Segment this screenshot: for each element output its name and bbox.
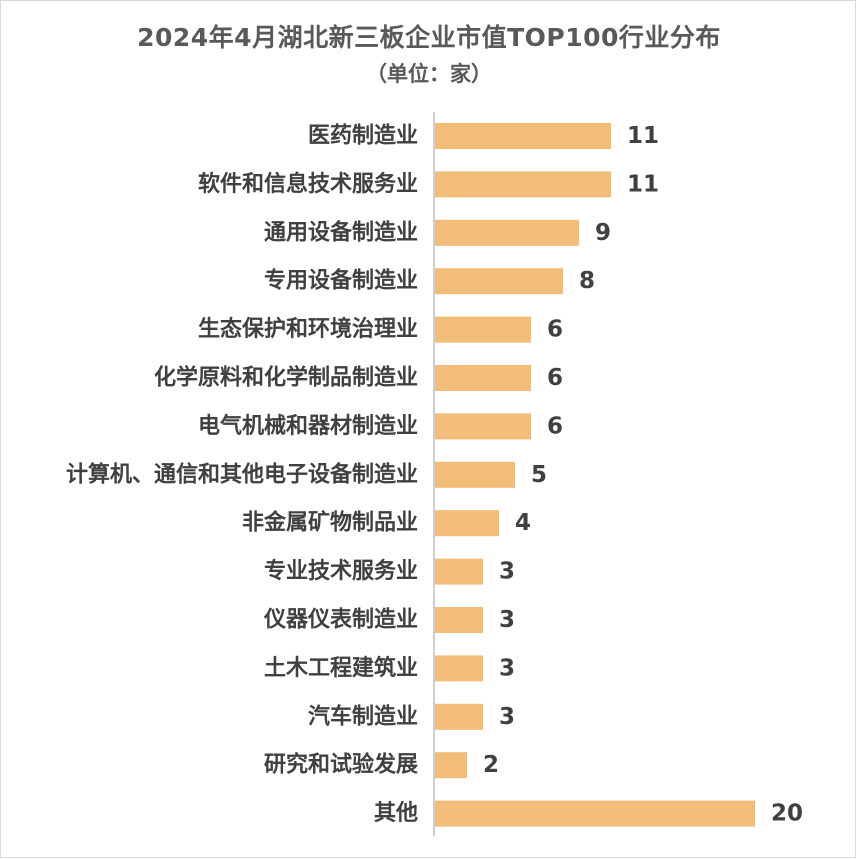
bar (435, 510, 499, 537)
category-label: 计算机、通信和其他电子设备制造业 (66, 461, 418, 487)
bar (435, 800, 755, 827)
category-label: 通用设备制造业 (264, 219, 418, 245)
bar (435, 607, 483, 633)
bar (435, 655, 483, 682)
value-label: 6 (547, 317, 563, 343)
chart-title: 2024年4月湖北新三板企业市值TOP100行业分布 (137, 23, 721, 52)
category-label: 电气机械和器材制造业 (198, 413, 418, 439)
bar (435, 752, 467, 779)
bar (435, 316, 531, 343)
value-label: 5 (531, 462, 547, 488)
category-labels-group: 医药制造业软件和信息技术服务业通用设备制造业专用设备制造业生态保护和环境治理业化… (66, 124, 418, 827)
value-label: 9 (595, 220, 611, 246)
category-label: 研究和试验发展 (264, 752, 418, 778)
value-label: 11 (627, 123, 659, 149)
bar (435, 123, 611, 149)
bar (435, 365, 531, 391)
bar (435, 171, 611, 198)
category-label: 生态保护和环境治理业 (198, 316, 418, 342)
value-label: 6 (547, 365, 563, 391)
category-label: 软件和信息技术服务业 (198, 171, 418, 197)
bars-group (435, 123, 755, 827)
bar (435, 461, 515, 488)
value-label: 2 (483, 752, 499, 778)
category-label: 其他 (374, 801, 418, 826)
category-label: 非金属矿物制品业 (242, 510, 418, 536)
value-label: 20 (771, 801, 803, 827)
bar (435, 558, 483, 585)
category-label: 医药制造业 (308, 124, 418, 149)
value-label: 3 (499, 607, 515, 633)
value-label: 6 (547, 413, 563, 439)
value-label: 11 (627, 171, 659, 197)
value-label: 3 (499, 559, 515, 585)
bar (435, 268, 563, 295)
bar (435, 413, 531, 440)
category-label: 仪器仪表制造业 (263, 608, 418, 633)
category-label: 化学原料和化学制品制造业 (154, 365, 418, 391)
chart-subtitle: （单位：家） (366, 62, 492, 86)
category-label: 专用设备制造业 (264, 268, 418, 294)
bar (435, 219, 579, 246)
category-label: 汽车制造业 (308, 703, 418, 729)
category-label: 土木工程建筑业 (264, 655, 418, 681)
category-label: 专业技术服务业 (264, 558, 418, 584)
value-label: 8 (579, 268, 595, 294)
value-label: 4 (515, 510, 531, 536)
value-label: 3 (499, 704, 515, 730)
bar (435, 703, 483, 730)
value-label: 3 (499, 655, 515, 681)
